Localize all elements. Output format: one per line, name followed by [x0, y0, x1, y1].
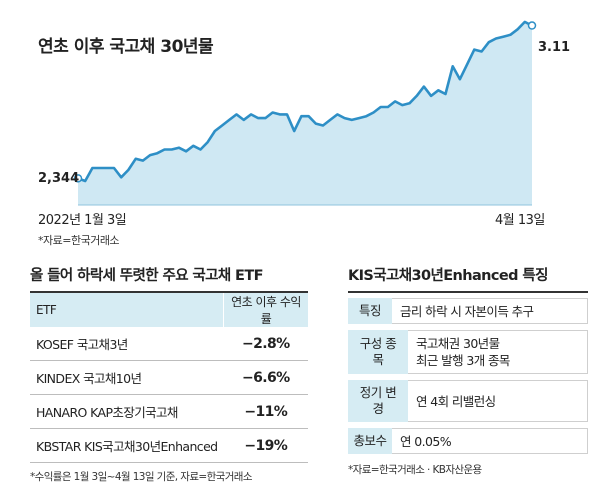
- feature-value-text: 국고채권 30년물: [416, 336, 500, 351]
- etf-return: −2.8%: [223, 327, 308, 361]
- feature-label: 총보수: [348, 428, 392, 454]
- feature-section: KIS국고채30년Enhanced 특징 특징 금리 하락 시 자본이득 추구 …: [348, 264, 588, 477]
- feature-value-text: 연 4회 리밸런싱: [416, 393, 496, 409]
- x-end-label: 4월 13일: [495, 213, 545, 228]
- etf-name: KBSTAR KIS국고채30년Enhanced: [30, 428, 224, 463]
- etf-section-title: 올 들어 하락세 뚜렷한 주요 국고채 ETF: [30, 268, 264, 284]
- start-point-marker: [73, 174, 83, 183]
- table-row: HANARO KAP초장기국고채 −11%: [30, 394, 308, 429]
- etf-name: KINDEX 국고채10년: [30, 360, 224, 395]
- table-row: KOSEF 국고채3년 −2.8%: [30, 327, 308, 361]
- etf-footnote: *수익률은 1월 3일~4월 13일 기준, 자료=한국거래소: [30, 471, 253, 483]
- etf-return: −6.6%: [223, 360, 308, 395]
- feature-label: 정기 변경: [348, 380, 408, 422]
- yield-area: [78, 21, 532, 206]
- x-start-label: 2022년 1월 3일: [38, 213, 127, 228]
- feature-value-text: 최근 발행 3개 종목: [416, 353, 510, 368]
- yield-line: [77, 20, 533, 183]
- header-etf: ETF: [30, 293, 224, 327]
- feature-label: 구성 종목: [348, 330, 408, 374]
- feature-label: 특징: [348, 298, 392, 324]
- feature-row: 총보수 연 0.05%: [348, 428, 588, 454]
- etf-name: KOSEF 국고채3년: [30, 327, 224, 361]
- chart-title: 연초 이후 국고채 30년물: [38, 37, 214, 57]
- feature-row: 정기 변경 연 4회 리밸런싱: [348, 380, 588, 422]
- feature-value: 국고채권 30년물 최근 발행 3개 종목: [408, 330, 588, 374]
- start-value-label: 2,344: [38, 171, 80, 186]
- chart-source: *자료=한국거래소: [38, 234, 120, 247]
- end-value-label: 3.11: [538, 40, 571, 55]
- feature-value: 연 4회 리밸런싱: [408, 380, 588, 422]
- header-return: 연초 이후 수익률: [223, 293, 308, 327]
- feature-section-rule: [348, 291, 588, 293]
- table-row: KBSTAR KIS국고채30년Enhanced −19%: [30, 428, 308, 463]
- end-point-marker: [527, 21, 537, 30]
- etf-section-rule: [30, 291, 308, 293]
- feature-row: 특징 금리 하락 시 자본이득 추구: [348, 298, 588, 324]
- etf-name: HANARO KAP초장기국고채: [30, 394, 224, 429]
- feature-value: 금리 하락 시 자본이득 추구: [392, 298, 588, 324]
- yield-area-chart: [73, 20, 537, 206]
- feature-row: 구성 종목 국고채권 30년물 최근 발행 3개 종목: [348, 330, 588, 374]
- etf-table-header: ETF 연초 이후 수익률: [30, 293, 308, 327]
- chart-panel: 연초 이후 국고채 30년물 2,344 3.11 2022년 1월 3일 4월…: [38, 20, 571, 247]
- feature-value-text: 연 0.05%: [400, 433, 452, 449]
- etf-table: ETF 연초 이후 수익률 KOSEF 국고채3년 −2.8% KINDEX 국…: [30, 293, 308, 463]
- etf-section: 올 들어 하락세 뚜렷한 주요 국고채 ETF ETF 연초 이후 수익률 KO…: [30, 264, 308, 484]
- etf-return: −11%: [223, 394, 308, 429]
- feature-section-title: KIS국고채30년Enhanced 특징: [348, 268, 548, 284]
- table-row: KINDEX 국고채10년 −6.6%: [30, 360, 308, 395]
- feature-value-text: 금리 하락 시 자본이득 추구: [400, 303, 534, 319]
- feature-value: 연 0.05%: [392, 428, 588, 454]
- feature-footnote: *자료=한국거래소 · KB자산운용: [348, 464, 482, 476]
- etf-return: −19%: [223, 428, 308, 463]
